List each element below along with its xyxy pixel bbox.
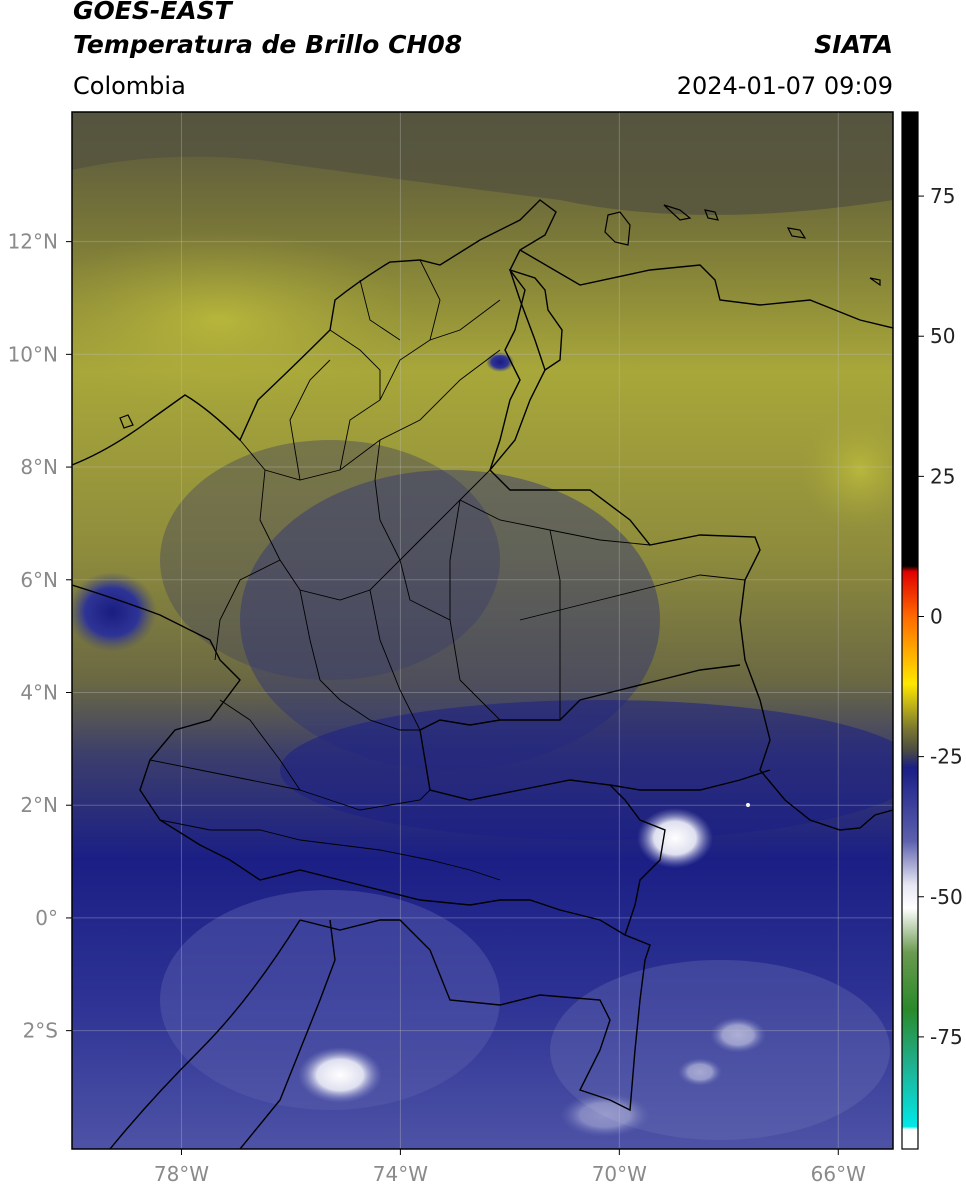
satellite-title: GOES-EAST (73, 0, 232, 25)
region-label: Colombia (73, 72, 186, 100)
colorbar-fill (902, 112, 918, 1149)
lat-tick-label: 4°N (20, 680, 58, 704)
lat-tick-label: 2°N (20, 793, 58, 817)
colorbar-tick-label: -50 (930, 885, 963, 909)
colorbar-tick-label: 0 (930, 604, 943, 628)
colorbar-tick-label: -75 (930, 1025, 963, 1049)
islands (119, 204, 881, 429)
longitude-ticks: 78°W 74°W 70°W 66°W (154, 1149, 866, 1186)
colorbar-ticks: 75 50 25 0 -25 -50 -75 (918, 184, 963, 1049)
lat-tick-label: 0° (35, 906, 58, 930)
colorbar-tick-label: 75 (930, 184, 955, 208)
product-title: Temperatura de Brillo CH08 (73, 30, 463, 59)
graticule (72, 112, 893, 1149)
agency-label: SIATA (814, 30, 893, 59)
lat-tick-label: 12°N (8, 230, 58, 254)
colorbar-tick-label: -25 (930, 745, 963, 769)
lon-tick-label: 70°W (592, 1162, 647, 1186)
country-borders (72, 199, 893, 1149)
lat-tick-label: 8°N (20, 455, 58, 479)
map-frame (71, 111, 894, 1150)
colorbar-frame (901, 111, 919, 1150)
map-image (72, 112, 893, 1149)
lon-tick-label: 78°W (154, 1162, 209, 1186)
lat-tick-label: 10°N (8, 342, 58, 366)
lon-tick-label: 74°W (373, 1162, 428, 1186)
latitude-ticks: 12°N 10°N 8°N 6°N 4°N 2°N 0° 2°S (8, 230, 72, 1043)
lon-tick-label: 66°W (811, 1162, 866, 1186)
colorbar: 75 50 25 0 -25 -50 -75 (901, 111, 963, 1150)
lat-tick-label: 6°N (20, 568, 58, 592)
colorbar-tick-label: 50 (930, 324, 955, 348)
lat-tick-label: 2°S (23, 1019, 58, 1043)
colorbar-tick-label: 25 (930, 464, 955, 488)
department-borders (149, 259, 746, 881)
datetime-label: 2024-01-07 09:09 (676, 72, 893, 100)
